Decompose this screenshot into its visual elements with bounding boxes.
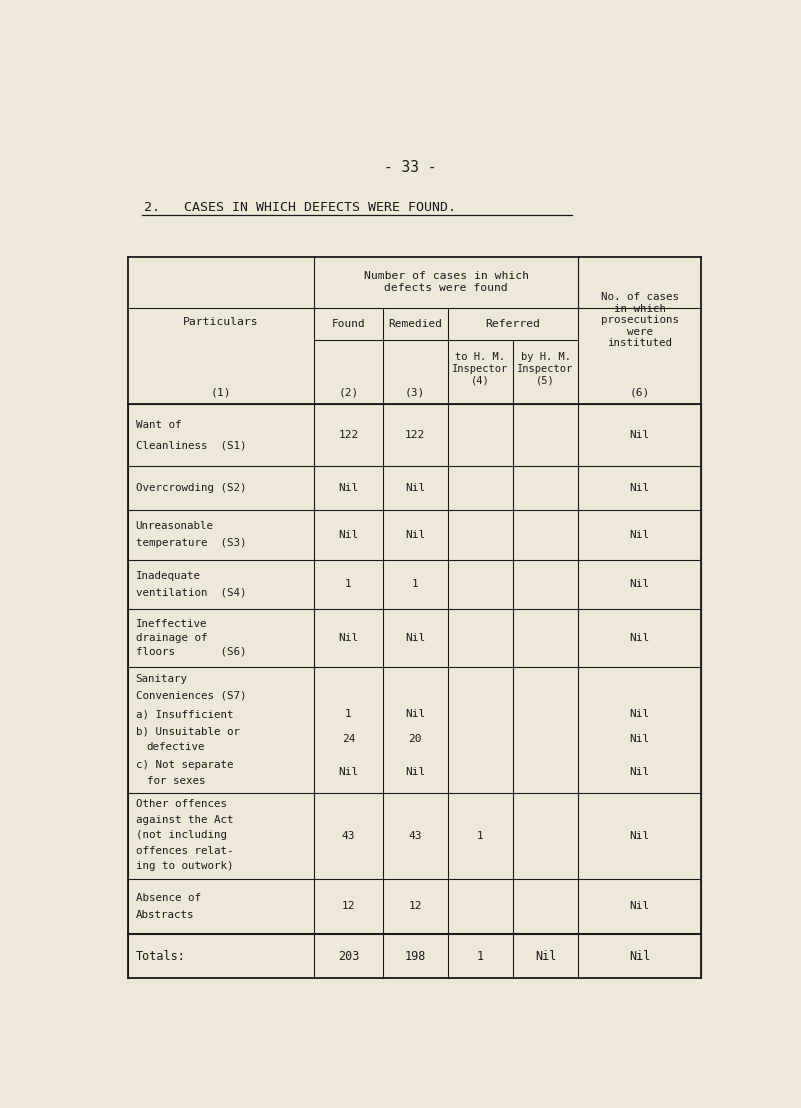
Text: (6): (6) [630,388,650,398]
Text: Nil: Nil [405,530,425,540]
Text: Nil: Nil [630,901,650,912]
Text: Nil: Nil [338,767,359,777]
Text: Totals:: Totals: [135,950,185,963]
Text: Number of cases in which
defects were found: Number of cases in which defects were fo… [364,271,529,293]
Text: against the Act: against the Act [135,814,233,824]
Text: by H. M.
Inspector
(5): by H. M. Inspector (5) [517,352,574,386]
Text: Cleanliness  (S1): Cleanliness (S1) [135,440,246,450]
Text: offences relat-: offences relat- [135,845,233,855]
Text: ing to outwork): ing to outwork) [135,861,233,871]
Text: 198: 198 [405,950,426,963]
Text: 122: 122 [338,430,359,440]
Text: (3): (3) [405,388,425,398]
Text: Nil: Nil [630,579,650,589]
Text: Remedied: Remedied [388,319,442,329]
Text: to H. M.
Inspector
(4): to H. M. Inspector (4) [453,352,509,386]
Text: (not including: (not including [135,830,227,840]
Text: floors       (S6): floors (S6) [135,647,246,657]
Text: (2): (2) [338,388,359,398]
Text: Nil: Nil [630,633,650,643]
Text: Overcrowding (S2): Overcrowding (S2) [135,483,246,493]
Text: No. of cases
in which
prosecutions
were
instituted: No. of cases in which prosecutions were … [601,293,678,348]
Text: ventilation  (S4): ventilation (S4) [135,588,246,598]
Text: Nil: Nil [630,430,650,440]
Text: Nil: Nil [338,633,359,643]
Text: Nil: Nil [629,950,650,963]
Text: Abstracts: Abstracts [135,910,194,920]
Text: Found: Found [332,319,365,329]
Text: (1): (1) [211,388,231,398]
Text: Other offences: Other offences [135,799,227,809]
Text: Nil: Nil [630,831,650,841]
Text: 122: 122 [405,430,425,440]
Text: 1: 1 [477,831,484,841]
Text: 43: 43 [409,831,422,841]
Text: Conveniences (S7): Conveniences (S7) [135,690,246,700]
Text: Nil: Nil [405,483,425,493]
Text: 12: 12 [342,901,355,912]
Text: Sanitary: Sanitary [135,674,187,684]
Text: 24: 24 [342,735,355,745]
Text: Nil: Nil [630,735,650,745]
Text: 2.   CASES IN WHICH DEFECTS WERE FOUND.: 2. CASES IN WHICH DEFECTS WERE FOUND. [143,202,456,214]
Text: 1: 1 [477,950,484,963]
Text: 1: 1 [345,709,352,719]
Text: Unreasonable: Unreasonable [135,521,214,531]
Text: temperature  (S3): temperature (S3) [135,538,246,548]
Text: Nil: Nil [338,530,359,540]
Text: 1: 1 [345,579,352,589]
Text: Nil: Nil [405,709,425,719]
Text: Nil: Nil [630,530,650,540]
Text: defective: defective [147,742,205,752]
Text: Nil: Nil [630,483,650,493]
Text: Nil: Nil [405,633,425,643]
Text: Nil: Nil [535,950,556,963]
Text: 43: 43 [342,831,355,841]
Text: 12: 12 [409,901,422,912]
Text: Absence of: Absence of [135,893,200,903]
Text: 203: 203 [338,950,359,963]
Text: Nil: Nil [338,483,359,493]
Text: - 33 -: - 33 - [384,160,437,175]
Text: drainage of: drainage of [135,633,207,643]
Text: c) Not separate: c) Not separate [135,760,233,770]
Text: Nil: Nil [630,709,650,719]
Text: for sexes: for sexes [147,776,205,786]
Text: Particulars: Particulars [183,317,259,327]
Text: Nil: Nil [405,767,425,777]
Text: Ineffective: Ineffective [135,619,207,629]
Text: a) Insufficient: a) Insufficient [135,709,233,719]
Text: 20: 20 [409,735,422,745]
Text: Inadequate: Inadequate [135,571,200,581]
Text: Nil: Nil [630,767,650,777]
Text: Referred: Referred [485,319,541,329]
Text: 1: 1 [412,579,419,589]
Text: b) Unsuitable or: b) Unsuitable or [135,727,239,737]
Text: Want of: Want of [135,420,181,430]
